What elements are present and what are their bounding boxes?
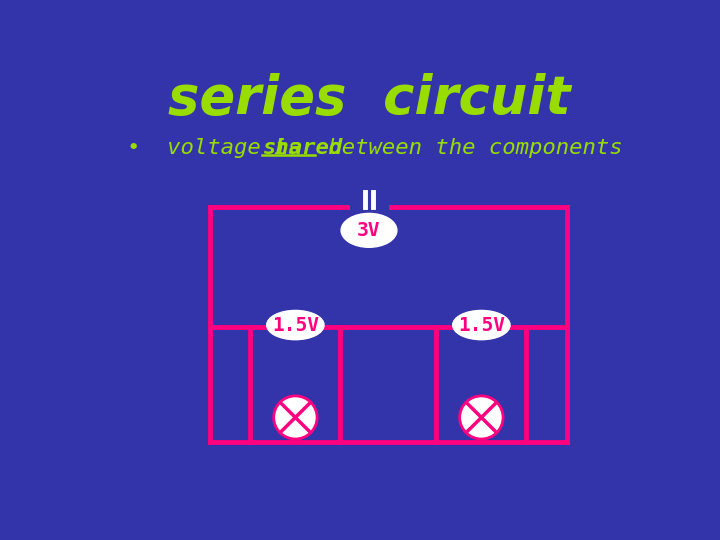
Text: 3V: 3V [357,221,381,240]
Text: series  circuit: series circuit [168,73,570,125]
Circle shape [274,396,317,439]
Circle shape [459,396,503,439]
Ellipse shape [341,213,397,247]
Text: between the components: between the components [315,138,622,158]
Ellipse shape [453,310,510,340]
Ellipse shape [266,310,324,340]
Text: 1.5V: 1.5V [272,315,319,335]
Text: 1.5V: 1.5V [458,315,505,335]
Text: shared: shared [262,138,342,158]
Text: •  voltage is: • voltage is [127,138,315,158]
